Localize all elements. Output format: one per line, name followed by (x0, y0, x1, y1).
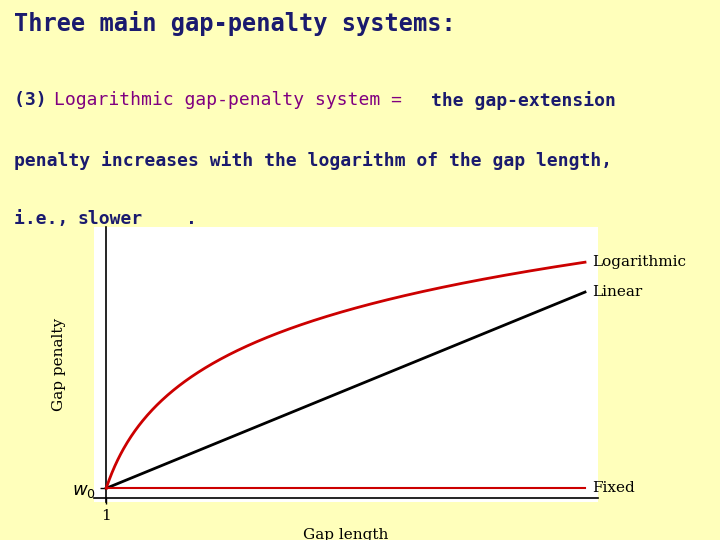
Text: .: . (186, 210, 197, 227)
Text: i.e.,: i.e., (14, 210, 80, 227)
Text: penalty increases with the logarithm of the gap length,: penalty increases with the logarithm of … (14, 151, 613, 170)
Text: Three main gap-penalty systems:: Three main gap-penalty systems: (14, 11, 456, 36)
Y-axis label: Gap penalty: Gap penalty (53, 318, 66, 411)
Text: Linear: Linear (593, 285, 643, 299)
Text: Fixed: Fixed (593, 481, 635, 495)
X-axis label: Gap length: Gap length (303, 528, 388, 540)
Text: Logarithmic: Logarithmic (593, 255, 687, 269)
Text: slower: slower (78, 210, 143, 227)
Text: (3): (3) (14, 91, 58, 109)
Text: Logarithmic gap-penalty system =: Logarithmic gap-penalty system = (54, 91, 413, 109)
Text: the gap-extension: the gap-extension (431, 91, 616, 110)
